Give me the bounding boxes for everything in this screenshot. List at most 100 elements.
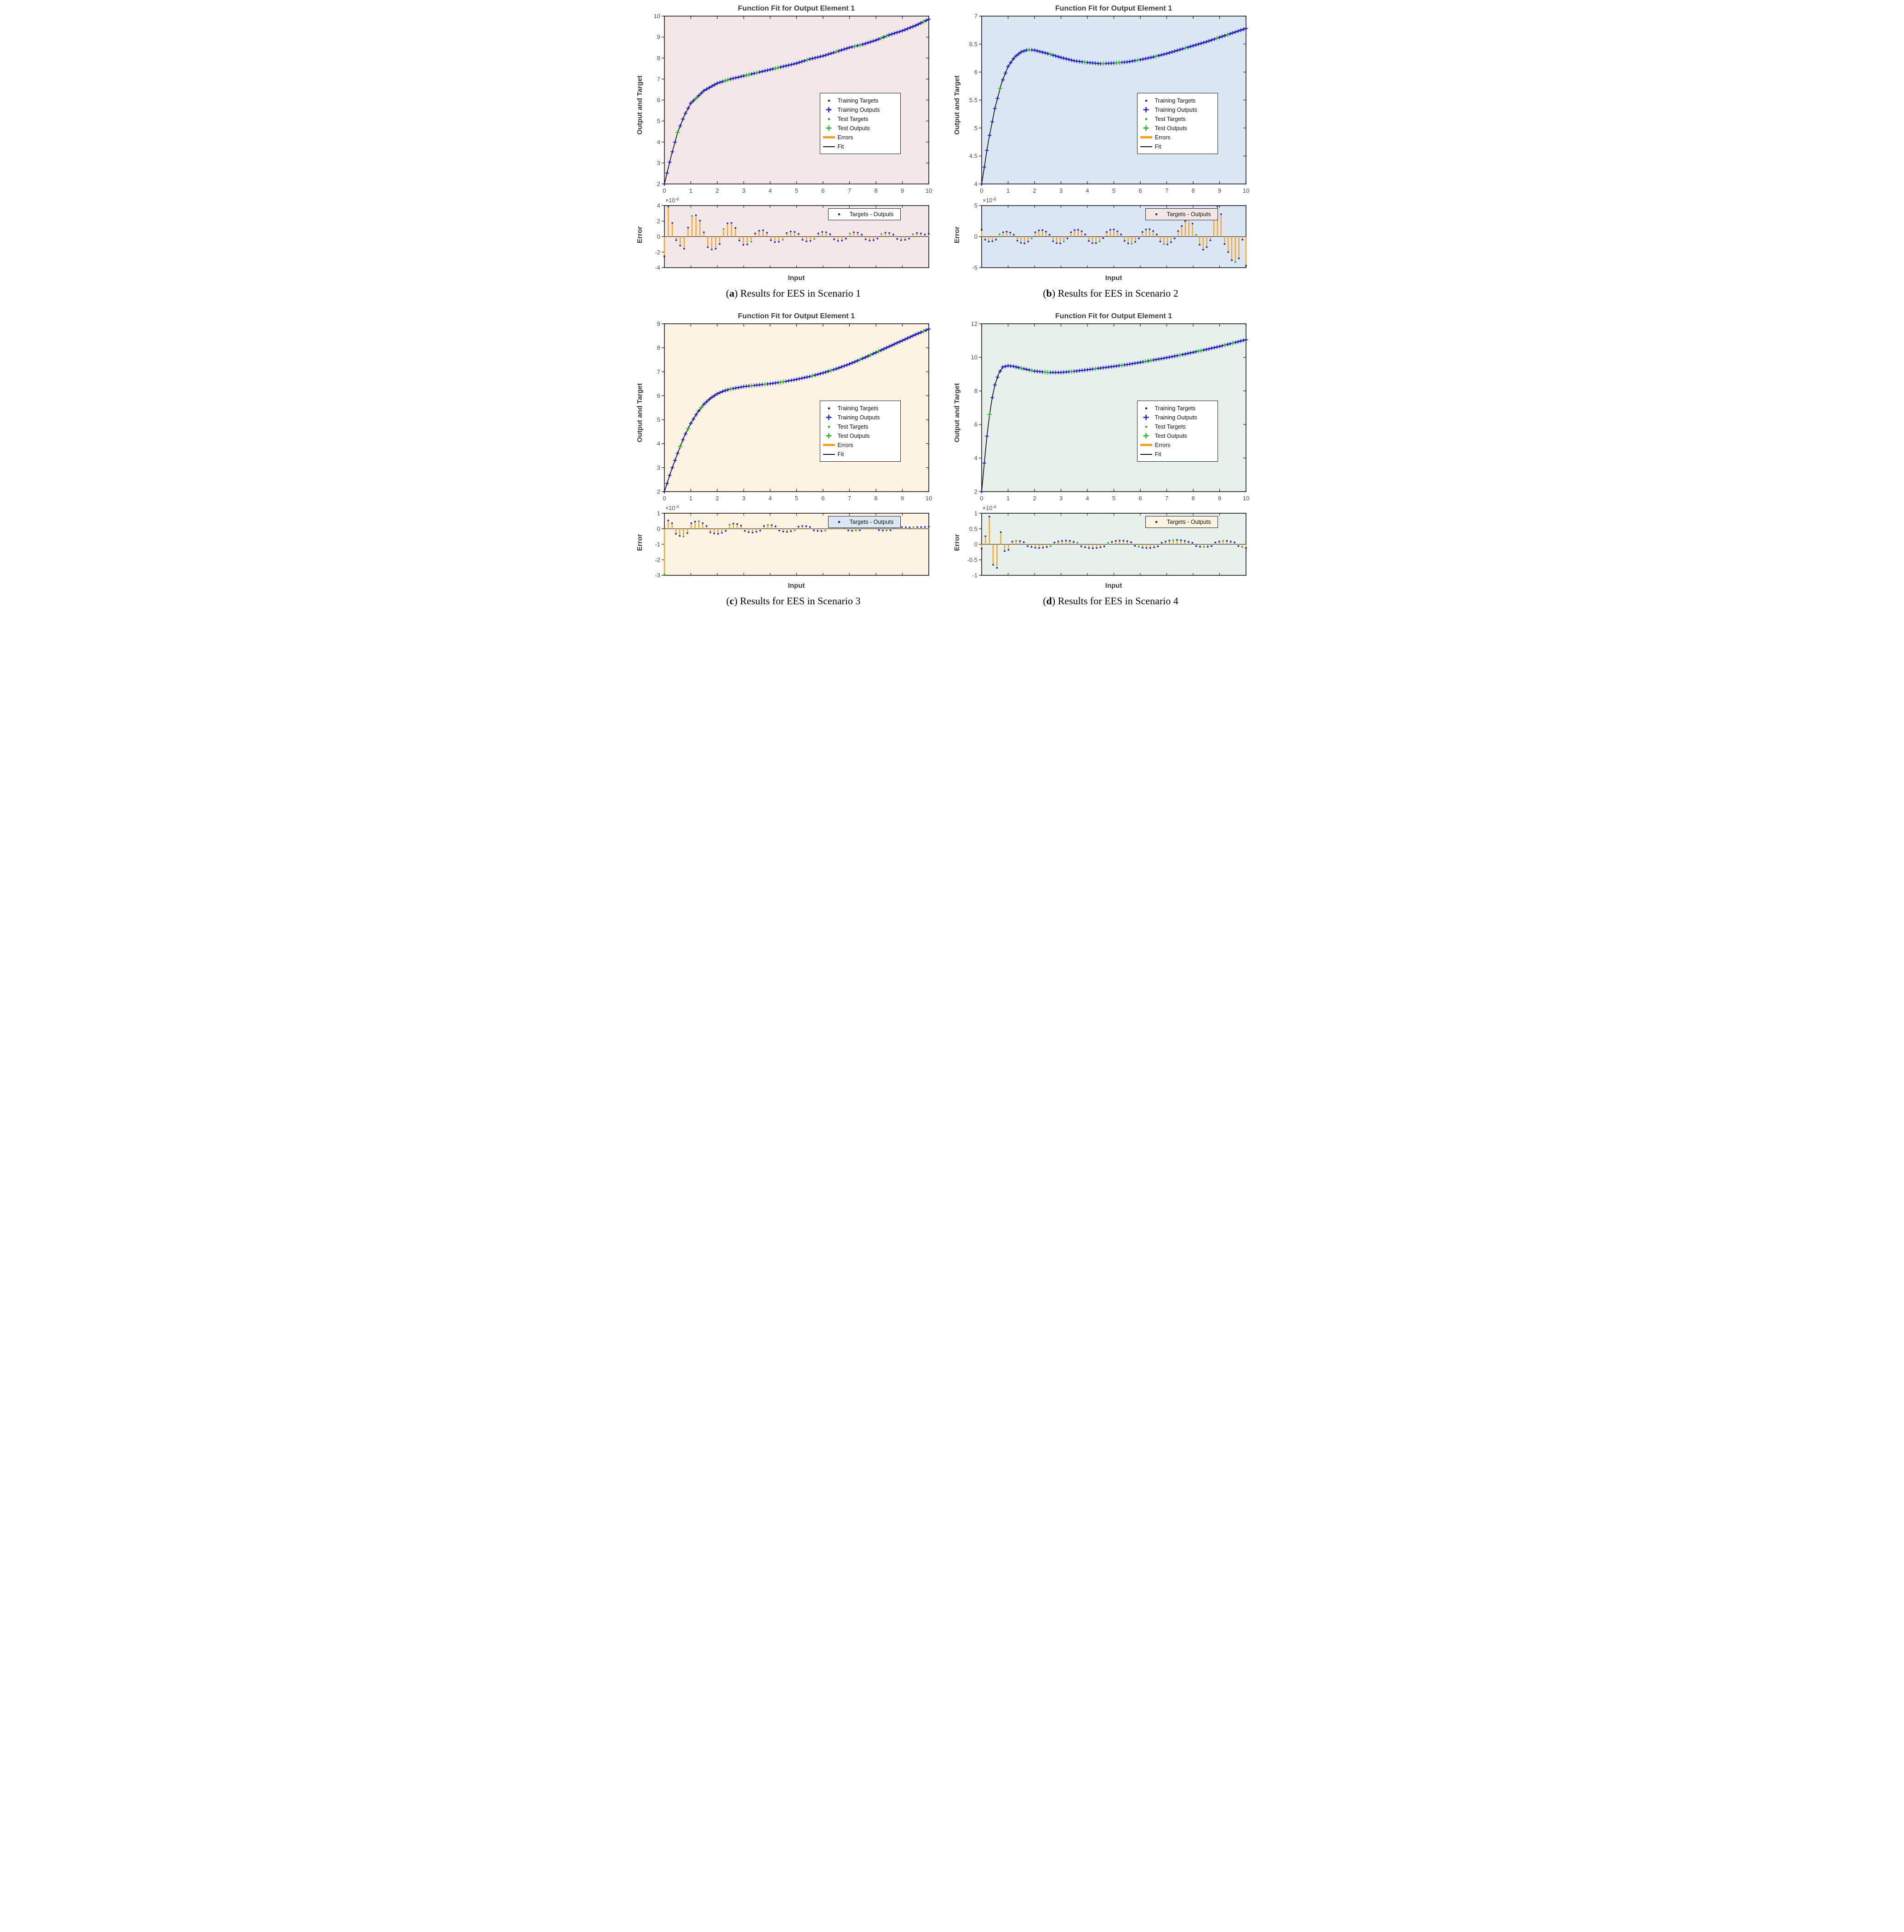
legend-item: Fit <box>1138 143 1215 150</box>
legend-item-label: Fit <box>837 143 844 150</box>
caption: (d) Results for EES in Scenario 4 <box>1043 595 1178 607</box>
test-outputs-marker-icon <box>1138 125 1155 132</box>
svg-text:4: 4 <box>1086 187 1089 194</box>
figure-grid: Function Fit for Output Element 1 Output… <box>635 0 1269 615</box>
error-plot: ×10-6 -4 -2 0 2 4 Targets - Outputs <box>646 196 935 273</box>
svg-text:5: 5 <box>657 118 660 125</box>
legend-item-label: Errors <box>837 134 853 141</box>
fit-legend: Training Targets Training Outputs Test Tar… <box>1137 401 1218 462</box>
svg-text:10: 10 <box>925 495 932 502</box>
legend-item: Errors <box>820 441 898 449</box>
error-ylabel: Error <box>635 226 644 243</box>
error-legend: Targets - Outputs <box>828 516 901 528</box>
errors-line-icon <box>820 136 838 138</box>
svg-text:3: 3 <box>742 495 745 502</box>
svg-text:8: 8 <box>1191 187 1195 194</box>
svg-text:6: 6 <box>1138 187 1142 194</box>
svg-text:7: 7 <box>1165 495 1168 502</box>
error-ylabel: Error <box>953 534 961 551</box>
svg-text:10: 10 <box>1242 187 1249 194</box>
legend-item-label: Test Targets <box>1155 115 1186 122</box>
svg-text:0: 0 <box>657 525 660 532</box>
svg-text:0: 0 <box>663 187 666 194</box>
legend-item: Test Targets <box>1138 423 1215 430</box>
svg-text:2: 2 <box>1033 495 1036 502</box>
xlabel: Input <box>1105 582 1122 590</box>
training-outputs-marker-icon <box>1138 414 1155 421</box>
fit-line-icon <box>820 146 838 147</box>
legend-item: Errors <box>820 133 898 141</box>
svg-text:1: 1 <box>689 187 692 194</box>
svg-text:9: 9 <box>1218 495 1221 502</box>
svg-text:-1: -1 <box>655 541 660 548</box>
legend-item-label: Test Outputs <box>837 125 870 132</box>
legend-item: Test Outputs <box>1138 124 1215 132</box>
error-row: Error ×10-4 -1 -0.5 0 0.5 1 Targets - Outputs <box>953 504 1269 581</box>
training-output-markers <box>662 327 931 494</box>
targets-outputs-marker-icon <box>829 213 850 215</box>
fit-legend: Training Targets Training Outputs Test Tar… <box>819 401 901 462</box>
test-output-markers <box>997 32 1230 91</box>
axis-exponent-label: ×10-6 <box>983 197 996 204</box>
svg-text:8: 8 <box>657 344 660 351</box>
fit-legend: Training Targets Training Outputs Test Tar… <box>1137 93 1218 154</box>
svg-text:9: 9 <box>1218 187 1221 194</box>
error-legend: Targets - Outputs <box>1145 516 1218 528</box>
svg-text:5: 5 <box>657 416 660 423</box>
svg-text:10: 10 <box>925 187 932 194</box>
fit-plot: 0 1 2 3 4 5 6 7 8 9 10 2 3 4 5 6 7 8 9 10 Training Targets T… <box>646 14 935 196</box>
targets-outputs-marker-icon <box>829 521 850 523</box>
svg-text:0: 0 <box>657 233 660 240</box>
svg-text:4: 4 <box>974 455 977 462</box>
svg-text:4: 4 <box>657 440 660 447</box>
svg-text:8: 8 <box>657 55 660 62</box>
fit-ylabel: Output and Target <box>635 383 644 442</box>
svg-text:1: 1 <box>657 510 660 517</box>
legend-item: Training Targets <box>1138 404 1215 412</box>
svg-text:0: 0 <box>974 541 977 548</box>
svg-text:5: 5 <box>795 187 798 194</box>
error-plot: ×10-4 -1 -0.5 0 0.5 1 Targets - Outputs <box>963 504 1252 581</box>
legend-item-label: Training Targets <box>837 97 879 104</box>
test-outputs-marker-icon <box>1138 432 1155 439</box>
svg-text:10: 10 <box>653 14 660 20</box>
errors-line-icon <box>1138 136 1155 138</box>
svg-text:1: 1 <box>974 510 977 517</box>
error-ylabel: Error <box>635 534 644 551</box>
legend-item-label: Fit <box>1155 143 1161 150</box>
legend-item-label: Test Outputs <box>1155 432 1187 439</box>
error-dots <box>980 516 1247 569</box>
plot-title: Function Fit for Output Element 1 <box>738 312 855 320</box>
error-row: Error ×10-6 -5 0 5 Targets - Outputs <box>953 196 1269 273</box>
svg-text:3: 3 <box>657 160 660 166</box>
legend-item: Fit <box>1138 450 1215 458</box>
legend-item: Training Outputs <box>820 413 898 421</box>
plot-title: Function Fit for Output Element 1 <box>1055 5 1172 12</box>
legend-item: Errors <box>1138 133 1215 141</box>
fit-plot: 0 1 2 3 4 5 6 7 8 9 10 4 4.5 5 5.5 6 6.5 7 Training Targe… <box>963 14 1252 196</box>
svg-text:-2: -2 <box>655 249 660 256</box>
error-row: Error ×10-4 -3 -2 -1 0 1 Targets - Outputs <box>636 504 952 581</box>
test-output-markers <box>675 19 926 135</box>
legend-item-label: Errors <box>1155 134 1171 141</box>
fit-ylabel: Output and Target <box>953 75 961 135</box>
svg-text:4: 4 <box>768 495 772 502</box>
legend-item-label: Training Outputs <box>1155 106 1197 113</box>
svg-text:10: 10 <box>1242 495 1249 502</box>
xlabel: Input <box>1105 274 1122 282</box>
training-targets-marker-icon <box>1138 99 1155 102</box>
svg-text:0.5: 0.5 <box>969 525 977 532</box>
legend-item-label: Training Targets <box>837 405 879 412</box>
targets-outputs-marker-icon <box>1146 521 1167 523</box>
legend-item: Test Outputs <box>1138 432 1215 440</box>
legend-item: Training Targets <box>820 97 898 104</box>
svg-text:3: 3 <box>657 464 660 471</box>
svg-text:3: 3 <box>1059 495 1062 502</box>
test-targets-marker-icon <box>1138 118 1155 120</box>
svg-text:5.5: 5.5 <box>969 97 977 103</box>
error-dots <box>663 520 930 575</box>
svg-text:10: 10 <box>971 354 977 361</box>
training-outputs-marker-icon <box>820 414 838 421</box>
legend-item-label: Targets - Outputs <box>1166 519 1211 525</box>
plot-title: Function Fit for Output Element 1 <box>1055 312 1172 320</box>
